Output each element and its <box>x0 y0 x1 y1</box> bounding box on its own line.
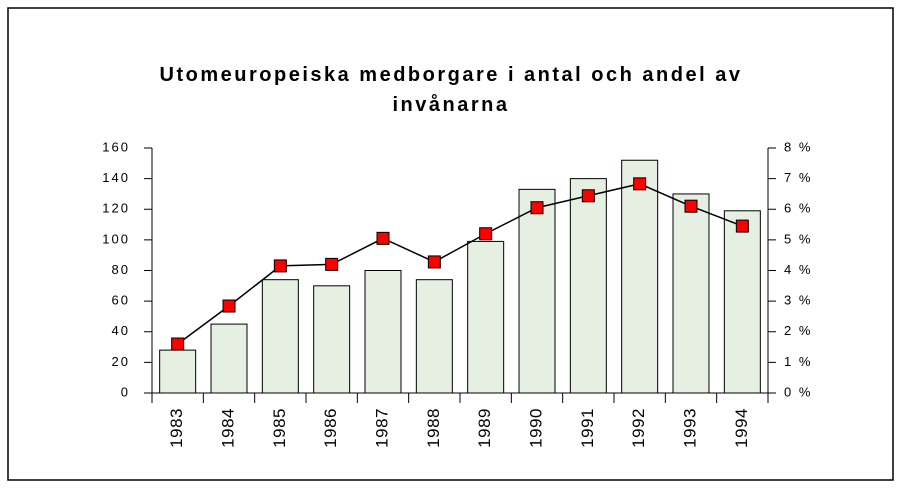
x-tick-label: 1985 <box>270 408 289 448</box>
bar <box>261 279 299 394</box>
y2-tick-label: 2 % <box>784 323 812 338</box>
marker <box>222 299 236 313</box>
bar <box>467 240 505 394</box>
y2-tick-label: 6 % <box>784 201 812 216</box>
x-tick-label: 1990 <box>526 408 545 448</box>
x-tick-label: 1992 <box>629 408 648 448</box>
marker <box>581 189 595 203</box>
y2-tick-label: 8 % <box>784 139 812 154</box>
bar <box>518 188 556 394</box>
y-tick-label: 20 <box>112 354 130 369</box>
x-tick-label: 1986 <box>321 408 340 448</box>
x-tick-label: 1991 <box>578 408 597 448</box>
x-tick-label: 1994 <box>732 408 751 448</box>
marker <box>530 201 544 215</box>
x-tick-label: 1984 <box>218 408 237 448</box>
x-tick-label: 1993 <box>680 408 699 448</box>
marker <box>427 255 441 269</box>
bar <box>210 323 248 394</box>
border <box>7 7 894 481</box>
x-tick-label: 1987 <box>372 408 391 448</box>
y2-tick-label: 3 % <box>784 293 812 308</box>
y-tick-label: 160 <box>102 139 130 154</box>
bar <box>672 193 710 394</box>
x-tick-label: 1983 <box>167 408 186 448</box>
y2-tick-label: 1 % <box>784 354 812 369</box>
x-tick-label: 1989 <box>475 408 494 448</box>
bar <box>415 279 453 394</box>
y-tick-label: 120 <box>102 201 130 216</box>
marker <box>325 257 339 271</box>
marker <box>684 199 698 213</box>
y-tick-label: 0 <box>121 384 130 399</box>
y2-tick-label: 0 % <box>784 384 812 399</box>
y-tick-label: 40 <box>112 323 130 338</box>
y-tick-label: 80 <box>112 262 130 277</box>
marker <box>633 177 647 191</box>
y-tick-label: 140 <box>102 170 130 185</box>
bar <box>621 159 659 394</box>
marker <box>171 337 185 351</box>
x-tick-label: 1988 <box>424 408 443 448</box>
bar <box>569 178 607 394</box>
y-tick-label: 100 <box>102 231 130 246</box>
y-tick-label: 60 <box>112 293 130 308</box>
line <box>177 183 743 345</box>
y2-tick-label: 4 % <box>784 262 812 277</box>
bar <box>159 349 197 394</box>
bar <box>313 285 351 394</box>
y2-tick-label: 7 % <box>784 170 812 185</box>
marker <box>376 231 390 245</box>
marker <box>273 259 287 273</box>
marker <box>479 227 493 241</box>
chart-title: Utomeuropeiska medborgare i antal och an… <box>159 64 743 116</box>
y2-tick-label: 5 % <box>784 231 812 246</box>
bar <box>723 210 761 394</box>
bar <box>364 270 402 394</box>
marker <box>735 219 749 233</box>
